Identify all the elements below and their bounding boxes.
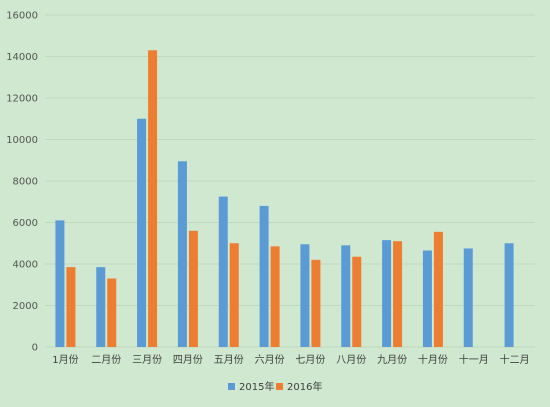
y-tick-label: 16000 xyxy=(6,11,38,22)
bar-2015年-十二月 xyxy=(504,243,514,347)
y-tick-label: 0 xyxy=(32,343,38,354)
bar-2015年-五月份 xyxy=(218,196,228,347)
bar-2015年-1月份 xyxy=(55,220,65,347)
x-tick-label: 二月份 xyxy=(91,354,121,366)
x-axis-categories: 1月份 二月份 三月份 四月份 五月份 六月份 七月份 八月份 九月份 十月份 十一月 十二月 xyxy=(52,353,529,366)
y-axis-ticks: 0 2000 4000 6000 8000 10000 12000 14000 16000 xyxy=(6,11,38,354)
y-tick-label: 12000 xyxy=(6,94,38,105)
y-tick-label: 14000 xyxy=(6,52,38,63)
legend: 2015年 2016年 xyxy=(228,380,322,393)
x-tick-label: 十二月 xyxy=(500,353,530,366)
legend-label: 2016年 xyxy=(287,380,322,393)
legend-label: 2015年 xyxy=(239,380,274,393)
x-tick-label: 十一月 xyxy=(459,353,489,366)
bar-2016年-十月份 xyxy=(433,231,443,347)
bar-2016年-三月份 xyxy=(148,50,158,348)
y-tick-label: 8000 xyxy=(13,177,38,188)
bar-2015年-八月份 xyxy=(341,245,351,347)
y-tick-label: 10000 xyxy=(6,135,38,146)
x-tick-label: 六月份 xyxy=(255,354,285,366)
bar-2016年-九月份 xyxy=(393,241,403,347)
legend-swatch-2016年 xyxy=(276,383,283,390)
bar-2016年-六月份 xyxy=(270,246,280,347)
x-tick-label: 八月份 xyxy=(336,354,366,366)
bar-2016年-七月份 xyxy=(311,259,321,347)
bar-2015年-四月份 xyxy=(177,161,187,347)
bar-2015年-二月份 xyxy=(96,267,106,347)
legend-swatch-2015年 xyxy=(228,383,235,390)
bar-2016年-二月份 xyxy=(107,278,117,347)
y-tick-label: 2000 xyxy=(13,301,38,312)
bar-2016年-四月份 xyxy=(188,230,198,347)
bar-2016年-1月份 xyxy=(66,267,76,347)
x-tick-label: 九月份 xyxy=(377,354,407,366)
bar-2015年-十月份 xyxy=(422,250,432,347)
bar-2015年-九月份 xyxy=(382,240,392,347)
x-tick-label: 1月份 xyxy=(52,354,78,366)
bars xyxy=(55,50,514,348)
x-tick-label: 五月份 xyxy=(214,354,244,366)
bar-2015年-三月份 xyxy=(137,118,147,347)
x-tick-label: 三月份 xyxy=(132,354,162,366)
bar-2016年-八月份 xyxy=(352,256,362,347)
bar-2015年-十一月 xyxy=(463,248,473,347)
y-tick-label: 4000 xyxy=(13,260,38,271)
x-tick-label: 七月份 xyxy=(295,354,325,366)
y-tick-label: 6000 xyxy=(13,218,38,229)
x-tick-label: 四月份 xyxy=(173,354,203,366)
bar-2015年-七月份 xyxy=(300,244,310,347)
bar-2015年-六月份 xyxy=(259,205,269,347)
x-tick-label: 十月份 xyxy=(418,353,448,366)
bar-2016年-五月份 xyxy=(229,243,239,347)
gridlines xyxy=(45,14,535,348)
